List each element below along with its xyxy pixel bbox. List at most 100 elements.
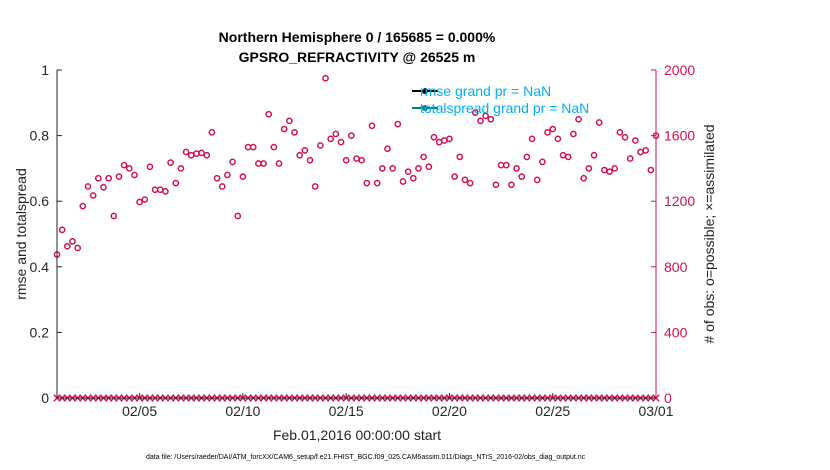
legend-spread-label: totalspread grand pr = NaN xyxy=(420,100,589,116)
obs-possible-point xyxy=(110,212,118,220)
x-tick-label: 02/10 xyxy=(225,403,260,419)
obs-possible-point xyxy=(358,156,366,164)
obs-possible-point xyxy=(136,198,143,206)
x-tick-label: 02/20 xyxy=(432,403,467,419)
obs-possible-point xyxy=(626,155,634,162)
obs-possible-point xyxy=(74,244,82,252)
obs-possible-point xyxy=(477,117,484,125)
obs-possible-point xyxy=(409,174,417,182)
obs-possible-point xyxy=(544,128,551,136)
obs-possible-point xyxy=(492,181,500,189)
obs-possible-point xyxy=(389,165,396,172)
legend-spread-marker xyxy=(422,105,428,111)
obs-possible-point xyxy=(218,183,226,190)
right-y-tick-label: 800 xyxy=(664,259,688,275)
obs-possible-point xyxy=(528,135,536,143)
obs-possible-point xyxy=(461,176,469,184)
obs-possible-point xyxy=(554,135,562,143)
obs-possible-point xyxy=(425,163,433,171)
obs-possible-point xyxy=(275,160,283,167)
obs-possible-point xyxy=(404,168,412,176)
right-y-tick-label: 2000 xyxy=(664,62,695,78)
right-y-tick-label: 1200 xyxy=(664,193,695,209)
left-y-tick-label: 0.8 xyxy=(30,128,50,144)
x-axis-label: Feb.01,2016 00:00:00 start xyxy=(273,427,441,443)
obs-possible-point xyxy=(430,133,438,141)
obs-possible-point xyxy=(311,183,319,190)
obs-possible-point xyxy=(539,158,546,166)
obs-possible-point xyxy=(363,179,371,187)
y-axis-label-right: # of obs: o=possible; ×=assimilated xyxy=(701,124,717,343)
right-y-tick-label: 1600 xyxy=(664,128,695,144)
plot-area xyxy=(57,70,656,398)
x-tick-label: 02/25 xyxy=(535,403,570,419)
obs-possible-point xyxy=(446,135,453,143)
right-y-axis: 0 400 800 1200 1600 2000 xyxy=(651,62,695,406)
left-y-tick-label: 0 xyxy=(41,390,49,406)
obs-possible-point xyxy=(317,142,324,149)
obs-possible-point xyxy=(487,115,495,123)
obs-possible-point xyxy=(286,117,293,125)
x-tick-label: 03/01 xyxy=(638,403,673,419)
obs-possible-point xyxy=(105,174,112,182)
footer-data-file: data file: /Users/raeder/DAI/ATM_forcXX/… xyxy=(146,454,586,461)
left-y-tick-label: 0.2 xyxy=(30,324,50,340)
obs-possible-point xyxy=(291,128,298,136)
obs-possible-point xyxy=(399,178,407,185)
obs-possible-point xyxy=(224,171,231,179)
x-tick-label: 02/15 xyxy=(329,403,364,419)
obs-possible-point xyxy=(120,161,128,169)
obs-possible-point xyxy=(549,125,557,133)
legend-rmse-marker xyxy=(422,88,428,94)
obs-possible-point xyxy=(378,165,386,172)
obs-possible-point xyxy=(84,183,92,190)
obs-possible-point xyxy=(580,174,588,182)
left-y-tick-label: 0.4 xyxy=(30,259,50,275)
obs-possible-point xyxy=(115,173,123,180)
obs-possible-point xyxy=(100,183,107,191)
obs-possible-point xyxy=(611,165,619,172)
obs-possible-point xyxy=(162,188,169,195)
obs-possible-point xyxy=(347,132,355,139)
obs-possible-point xyxy=(249,143,257,151)
obs-possible-point xyxy=(384,145,391,153)
obs-possible-point xyxy=(621,133,629,141)
obs-possible-point xyxy=(79,202,87,210)
left-y-axis: 0 0.2 0.4 0.6 0.8 1 xyxy=(30,62,62,406)
obs-possible-point xyxy=(89,192,97,199)
obs-possible-point xyxy=(502,161,510,169)
obs-possible-point xyxy=(182,148,190,156)
obs-possible-point xyxy=(270,143,278,151)
obs-possible-point xyxy=(456,153,464,161)
obs-possible-point xyxy=(167,159,174,167)
obs-possible-point xyxy=(415,165,422,172)
obs-possible-point xyxy=(141,196,149,203)
x-tick-label: 02/05 xyxy=(122,403,157,419)
obs-possible-point xyxy=(585,165,593,172)
obs-possible-point xyxy=(229,158,236,166)
obs-possible-point xyxy=(306,156,314,164)
obs-possible-point xyxy=(513,165,520,172)
obs-possible-point xyxy=(265,110,273,118)
obs-possible-point xyxy=(332,130,340,138)
obs-possible-point xyxy=(508,181,515,189)
obs-possible-point xyxy=(146,163,154,171)
right-y-tick-label: 0 xyxy=(664,390,672,406)
obs-possible-point xyxy=(642,147,650,154)
left-y-tick-label: 0.6 xyxy=(30,193,50,209)
obs-possible-point xyxy=(213,174,221,182)
chart-subtitle: GPSRO_REFRACTIVITY @ 26525 m xyxy=(239,49,476,65)
obs-possible-point xyxy=(564,153,572,161)
obs-possible-point xyxy=(322,74,329,82)
obs-possible-point xyxy=(570,130,577,138)
obs-possible-point xyxy=(208,128,216,136)
left-y-tick-label: 1 xyxy=(41,62,49,78)
obs-possible-point xyxy=(394,120,402,128)
obs-possible-point xyxy=(631,137,639,144)
obs-possible-point xyxy=(69,238,76,245)
obs-possible-point xyxy=(177,165,185,172)
obs-possible-point xyxy=(296,151,304,159)
obs-possible-point xyxy=(647,166,655,174)
obs-possible-point xyxy=(616,128,624,136)
